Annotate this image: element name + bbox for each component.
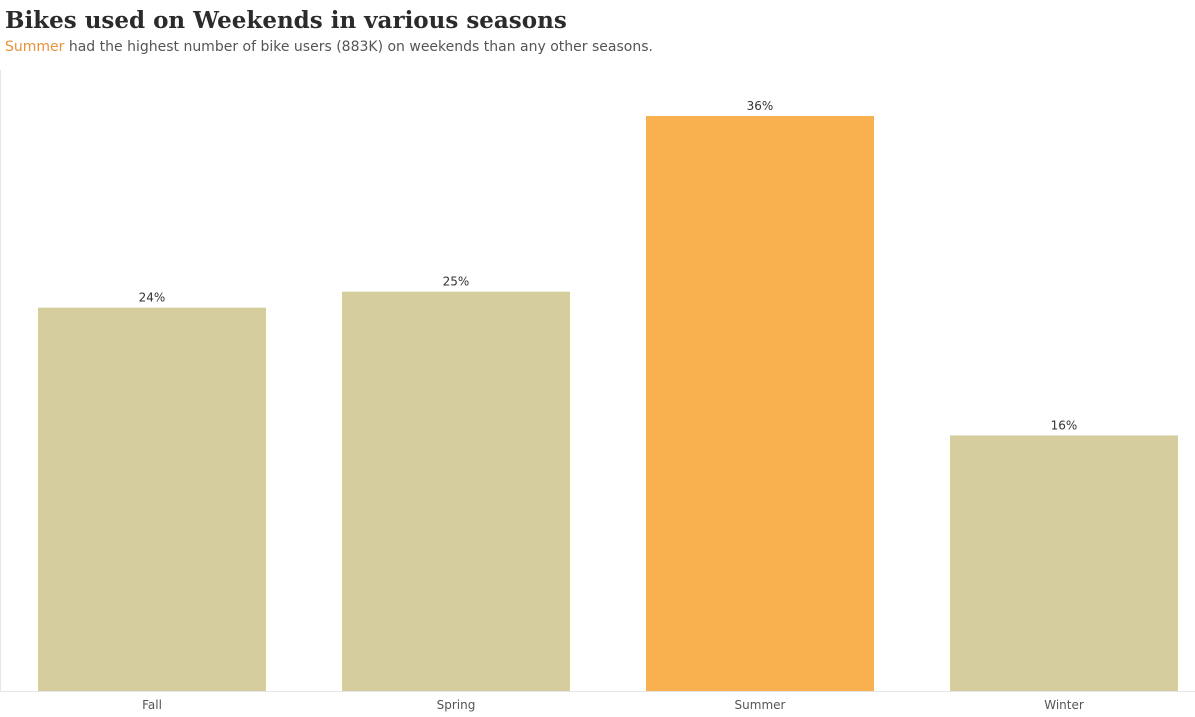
subtitle-text: had the highest number of bike users (88… xyxy=(64,39,653,55)
x-tick-winter: Winter xyxy=(1044,698,1084,712)
bar-summer[interactable] xyxy=(646,116,874,691)
data-label-summer: 36% xyxy=(747,99,774,113)
subtitle-highlight: Summer xyxy=(5,39,65,55)
data-label-fall: 24% xyxy=(139,291,166,305)
data-label-spring: 25% xyxy=(443,275,470,289)
bar-fall[interactable] xyxy=(38,307,266,691)
x-tick-summer: Summer xyxy=(735,698,786,712)
x-tick-fall: Fall xyxy=(142,698,162,712)
bar-spring[interactable] xyxy=(342,291,570,691)
chart-title: Bikes used on Weekends in various season… xyxy=(5,7,567,34)
chart-subtitle: Summer had the highest number of bike us… xyxy=(5,39,653,55)
bar-winter[interactable] xyxy=(950,435,1178,691)
data-label-winter: 16% xyxy=(1051,418,1078,432)
x-tick-spring: Spring xyxy=(437,698,476,712)
